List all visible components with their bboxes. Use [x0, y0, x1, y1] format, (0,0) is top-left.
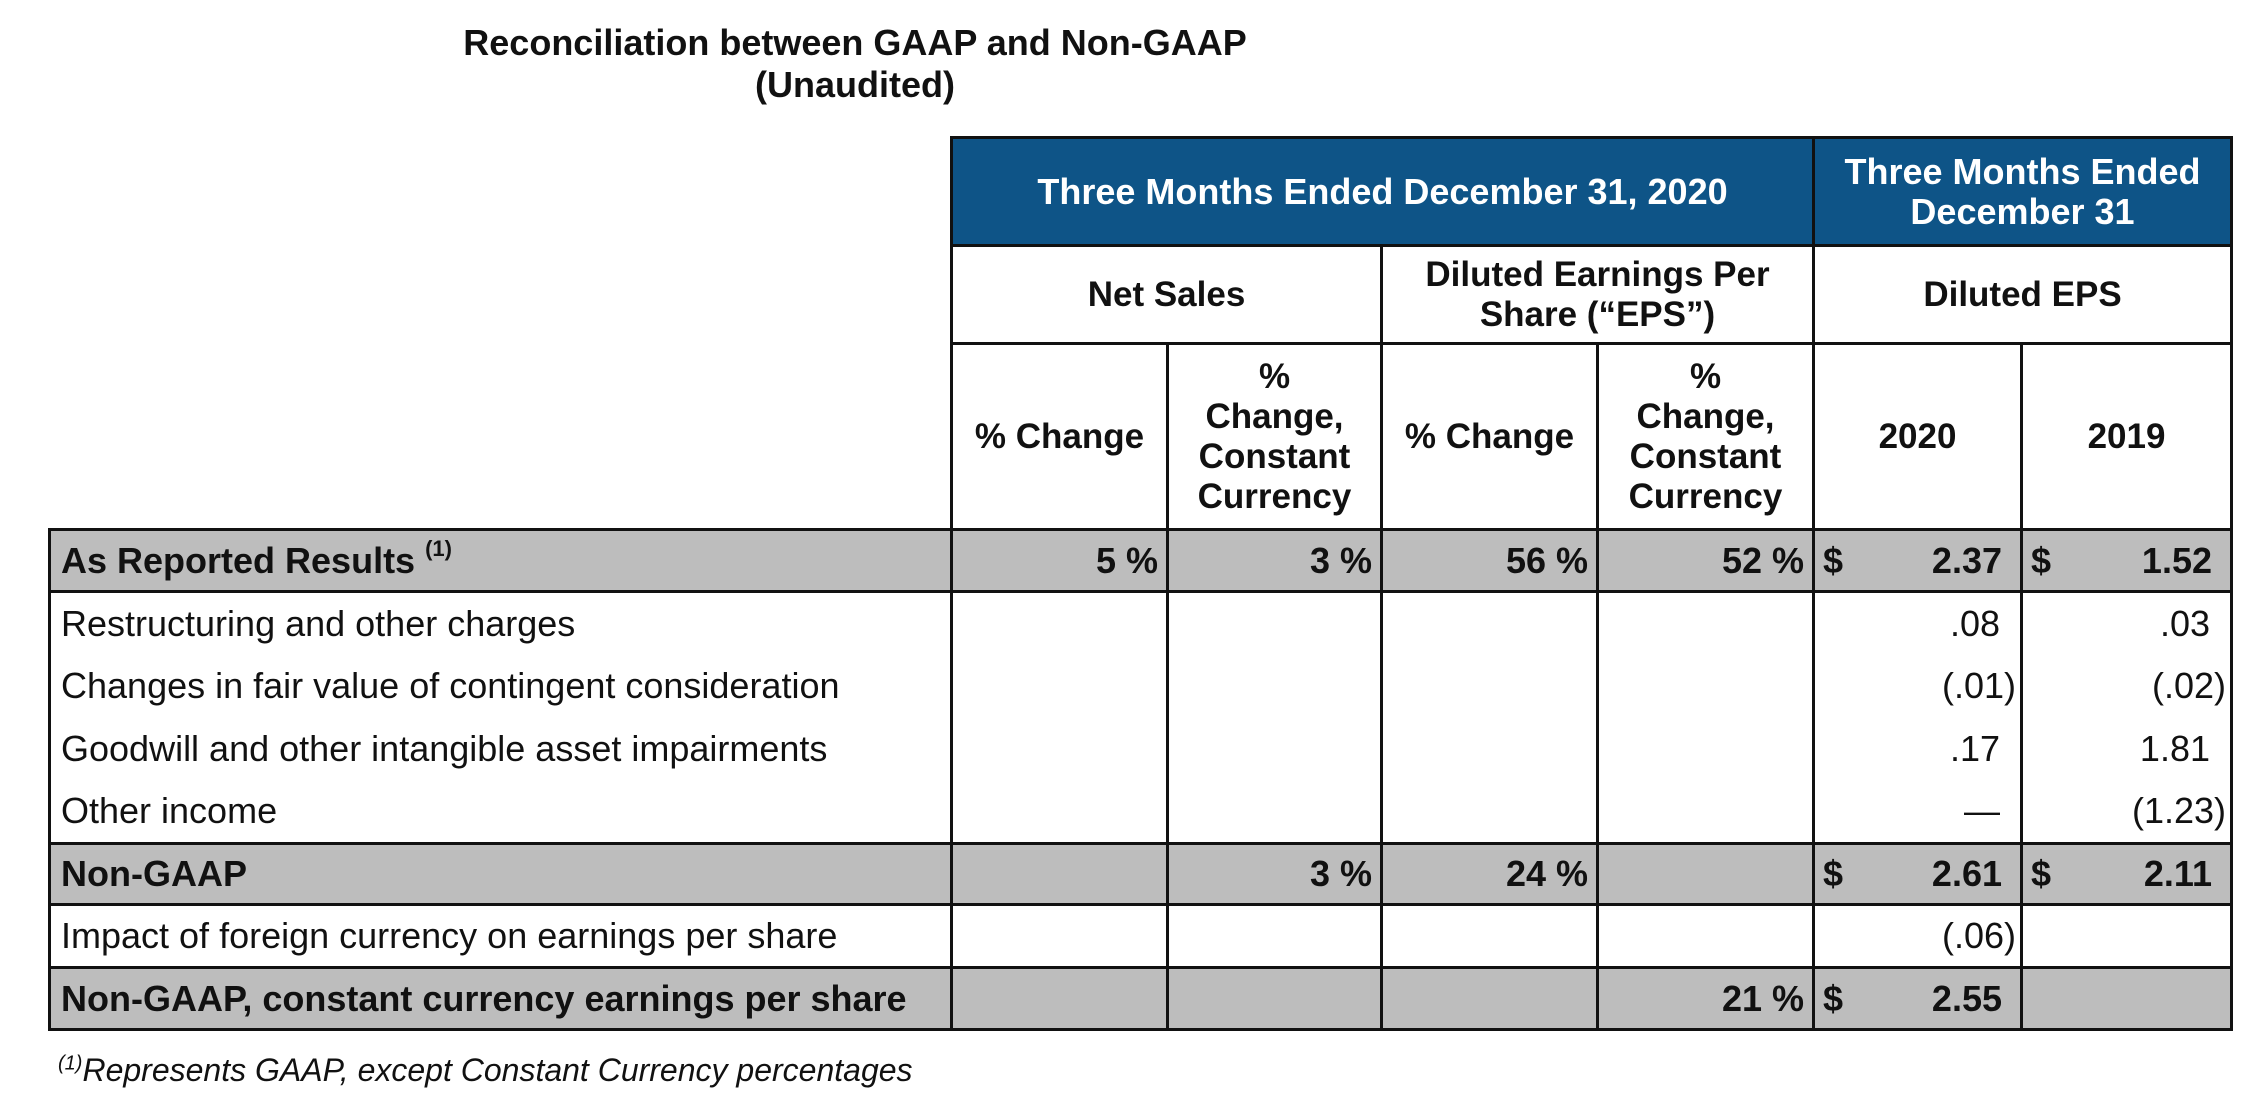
table-row: Non-GAAP 3 % 24 % $2.61 $2.11 [48, 842, 2233, 906]
row-label-contingent: Changes in fair value of contingent cons… [48, 654, 953, 718]
contingent-2019: (.02) [2020, 654, 2233, 718]
blank-header [49, 137, 952, 246]
as-reported-2019: $1.52 [2020, 528, 2233, 593]
row-label-non-gaap: Non-GAAP [48, 842, 953, 906]
as-reported-ns-pct: 5 % [950, 528, 1169, 593]
goodwill-2019: 1.81 [2020, 717, 2233, 781]
other-income-2020: — [1812, 780, 2023, 844]
as-reported-ns-cc: 3 % [1166, 528, 1383, 593]
row-label-non-gaap-cc: Non-GAAP, constant currency earnings per… [48, 966, 953, 1031]
non-gaap-2020: $2.61 [1812, 842, 2023, 906]
title-block: Reconciliation between GAAP and Non-GAAP… [0, 22, 1710, 106]
header-group-2020: Three Months Ended December 31, 2020 [950, 136, 1815, 247]
as-reported-eps-pct: 56 % [1380, 528, 1599, 593]
footnote: (1)Represents GAAP, except Constant Curr… [58, 1052, 913, 1089]
header-group-eps: Three Months Ended December 31 [1812, 136, 2233, 247]
col-header-2019: 2019 [2020, 342, 2233, 531]
as-reported-eps-cc: 52 % [1596, 528, 1815, 593]
col-header-ns-pct-change: % Change [950, 342, 1169, 531]
non-gaap-cc-2020: $2.55 [1812, 966, 2023, 1031]
goodwill-2020: .17 [1812, 717, 2023, 781]
table-row: Restructuring and other charges .08 .03 [48, 591, 2233, 655]
row-label-other-income: Other income [48, 780, 953, 844]
table-row: Other income — (1.23) [48, 780, 2233, 844]
table-row: As Reported Results (1) 5 % 3 % 56 % 52 … [48, 528, 2233, 593]
restructuring-2020: .08 [1812, 591, 2023, 655]
col-header-ns-pct-cc: % Change, Constant Currency [1166, 342, 1383, 531]
report-title: Reconciliation between GAAP and Non-GAAP [463, 22, 1247, 63]
contingent-2020: (.01) [1812, 654, 2023, 718]
non-gaap-ns-cc: 3 % [1166, 842, 1383, 906]
as-reported-2020: $2.37 [1812, 528, 2023, 593]
non-gaap-2019: $2.11 [2020, 842, 2233, 906]
header-net-sales: Net Sales [950, 244, 1383, 345]
header-diluted-eps: Diluted EPS [1812, 244, 2233, 345]
table-row: Non-GAAP, constant currency earnings per… [48, 966, 2233, 1031]
other-income-2019: (1.23) [2020, 780, 2233, 844]
row-label-as-reported: As Reported Results (1) [48, 528, 953, 593]
table-row: Goodwill and other intangible asset impa… [48, 717, 2233, 781]
row-label-goodwill: Goodwill and other intangible asset impa… [48, 717, 953, 781]
footnote-marker: (1) [58, 1052, 83, 1075]
non-gaap-cc-eps-cc: 21 % [1596, 966, 1815, 1031]
row-label-fx-impact: Impact of foreign currency on earnings p… [48, 904, 953, 968]
table-row: Impact of foreign currency on earnings p… [48, 904, 2233, 968]
col-header-2020: 2020 [1812, 342, 2023, 531]
fx-impact-2020: (.06) [1812, 904, 2023, 968]
restructuring-2019: .03 [2020, 591, 2233, 655]
header-diluted-eps-long: Diluted Earnings Per Share (“EPS”) [1380, 244, 1815, 345]
footnote-text: Represents GAAP, except Constant Currenc… [82, 1052, 913, 1088]
report-subtitle: (Unaudited) [755, 64, 955, 105]
reconciliation-table: Three Months Ended December 31, 2020 Thr… [48, 136, 2233, 1031]
col-header-eps-pct-cc: % Change, Constant Currency [1596, 342, 1815, 531]
col-header-eps-pct-change: % Change [1380, 342, 1599, 531]
non-gaap-eps-pct: 24 % [1380, 842, 1599, 906]
row-label-restructuring: Restructuring and other charges [48, 591, 953, 655]
table-row: Changes in fair value of contingent cons… [48, 654, 2233, 718]
